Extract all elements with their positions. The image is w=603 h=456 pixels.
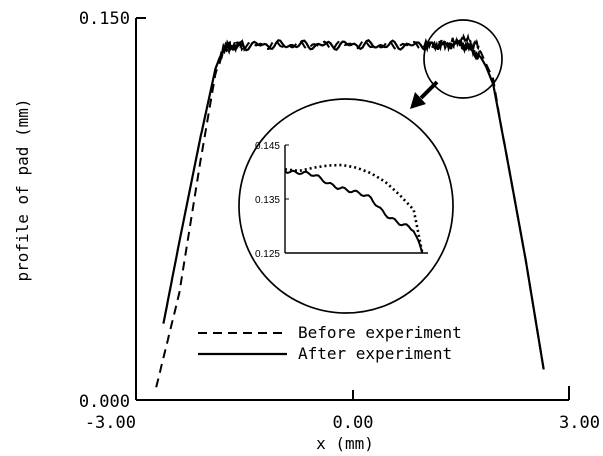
zoom-circle-large xyxy=(238,98,454,314)
x-tick-label-middle: 0.00 xyxy=(333,413,374,433)
y-tick-label-top: 0.150 xyxy=(79,9,130,29)
inset-y-tick-label-145: 0.145 xyxy=(255,141,280,152)
x-tick-label-left: -3.00 xyxy=(85,413,136,433)
y-tick-label-bottom: 0.000 xyxy=(79,392,130,412)
inset-series-before xyxy=(284,163,424,254)
x-tick-label-right: 3.00 xyxy=(559,413,600,433)
zoom-arrow-head xyxy=(410,92,426,109)
inset-y-tick-label-125: 0.125 xyxy=(255,249,280,260)
inset-series-after xyxy=(284,169,424,254)
legend: Before experiment After experiment xyxy=(198,323,462,363)
y-axis-label: profile of pad (mm) xyxy=(13,98,32,281)
inset-y-tick-label-135: 0.135 xyxy=(255,195,280,206)
x-axis-label: x (mm) xyxy=(316,434,374,453)
zoom-arrow xyxy=(419,80,439,100)
inset-plot: 0.145 0.135 0.125 xyxy=(255,141,428,260)
legend-label-after: After experiment xyxy=(298,344,452,363)
legend-label-before: Before experiment xyxy=(298,323,462,342)
zoom-circle-small xyxy=(423,19,503,99)
